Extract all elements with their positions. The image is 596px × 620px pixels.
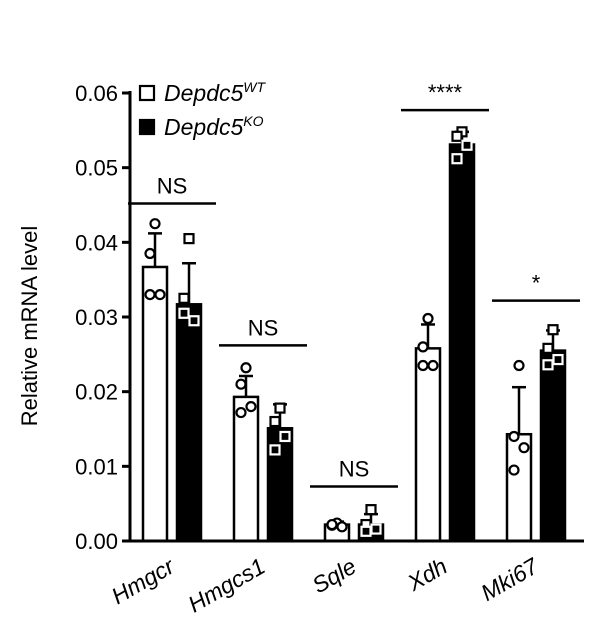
legend-label: Depdc5KO — [164, 113, 264, 140]
x-tick-label: Hmgcr — [107, 552, 180, 609]
data-point — [178, 307, 190, 319]
data-point — [188, 315, 200, 327]
data-point — [547, 324, 559, 336]
y-tick-label: 0.06 — [75, 81, 118, 106]
data-point — [269, 444, 281, 456]
data-point — [274, 402, 286, 414]
significance-label: NS — [248, 315, 279, 340]
data-point — [451, 130, 463, 142]
data-point — [513, 359, 525, 372]
legend-label: Depdc5WT — [164, 79, 266, 106]
data-point — [245, 401, 257, 413]
bar — [539, 349, 567, 543]
data-point — [279, 430, 291, 443]
legend-swatch — [138, 84, 156, 102]
y-tick-label: 0.05 — [75, 156, 118, 181]
data-point — [144, 289, 156, 301]
data-point — [451, 153, 463, 165]
data-point — [552, 353, 564, 366]
x-tick-label: Sqle — [308, 553, 361, 599]
data-point — [326, 518, 338, 531]
data-point — [508, 430, 520, 443]
data-point — [154, 289, 166, 301]
bar — [414, 347, 442, 543]
data-point — [422, 312, 434, 325]
y-tick-label: 0.02 — [75, 380, 118, 405]
x-tick-label: Xdh — [402, 553, 451, 596]
x-tick-label: Mki67 — [476, 552, 543, 606]
data-point — [542, 342, 554, 354]
x-tick-label: Hmgcs1 — [183, 553, 269, 618]
data-point — [178, 292, 190, 304]
data-point — [417, 341, 429, 353]
bar — [141, 265, 169, 543]
data-point — [417, 359, 429, 372]
data-point — [360, 525, 372, 537]
significance-label: **** — [428, 80, 463, 105]
y-tick-label: 0.01 — [75, 454, 118, 479]
data-point — [183, 233, 195, 245]
data-point — [336, 521, 348, 533]
y-tick-label: 0.03 — [75, 305, 118, 330]
bar — [448, 143, 476, 543]
data-point — [508, 464, 520, 476]
significance-label: NS — [339, 456, 370, 481]
legend-swatch — [138, 118, 156, 136]
data-point — [427, 359, 439, 372]
data-point — [235, 378, 247, 390]
data-point — [461, 139, 473, 151]
data-point — [235, 406, 247, 419]
data-point — [149, 218, 161, 230]
bar — [232, 395, 260, 543]
data-point — [370, 523, 382, 535]
legend: Depdc5WT Depdc5KO — [138, 79, 266, 140]
bar — [175, 303, 203, 543]
significance-label: NS — [157, 174, 188, 199]
data-point — [542, 359, 554, 371]
y-tick-label: 0.00 — [75, 529, 118, 554]
data-point — [518, 442, 530, 454]
data-point — [144, 247, 156, 260]
y-axis-label: Relative mRNA level — [17, 226, 42, 427]
data-point — [365, 504, 377, 516]
significance-label: * — [532, 271, 541, 296]
y-tick-label: 0.04 — [75, 230, 118, 255]
data-point — [240, 362, 252, 374]
data-point — [269, 415, 281, 428]
